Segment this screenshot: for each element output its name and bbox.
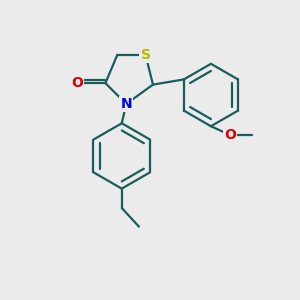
Text: O: O [224,128,236,142]
Text: S: S [140,48,151,62]
Text: N: N [120,97,132,111]
Text: O: O [71,76,83,90]
